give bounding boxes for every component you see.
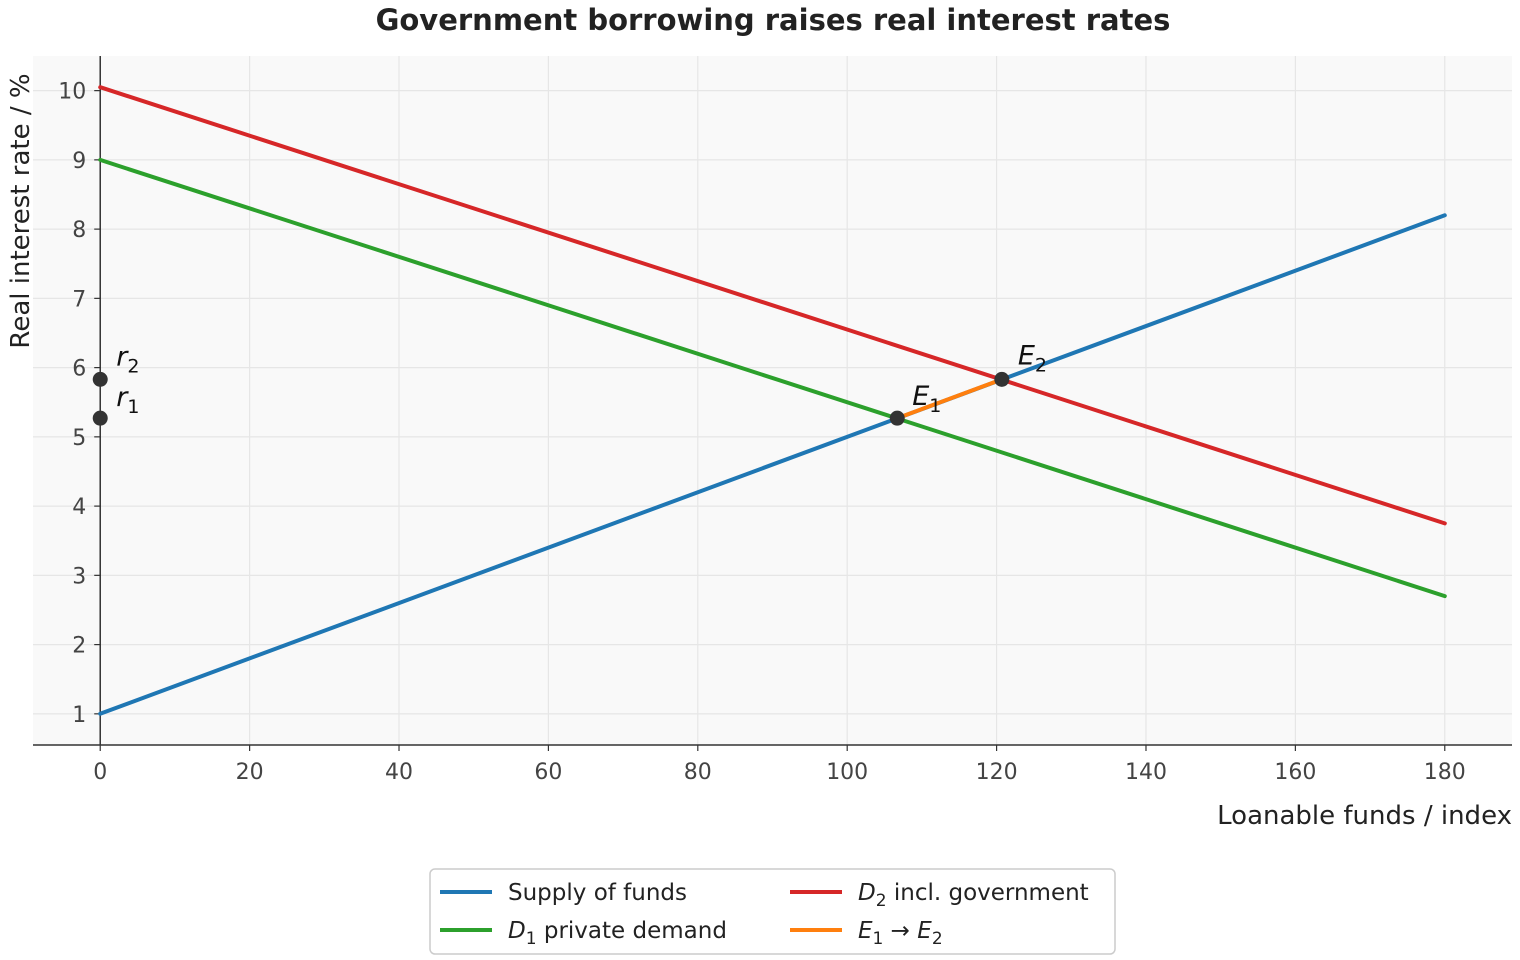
y-tick-label: 4	[72, 495, 86, 520]
axes	[33, 56, 1512, 746]
y-axis-ticks: 1 2 3 4 5 6 7 8 9 10	[58, 80, 101, 728]
y-tick-label: 10	[58, 80, 86, 105]
legend: Supply of funds D1 private demand D2 incl.…	[429, 868, 1116, 955]
legend-label-supply: Supply of funds	[508, 880, 687, 906]
x-tick-label: 0	[93, 760, 107, 785]
annotation-r2: r2	[116, 341, 139, 377]
y-tick-label: 1	[72, 703, 86, 728]
x-tick-label: 60	[534, 760, 562, 785]
x-tick-label: 140	[1125, 760, 1167, 785]
series-lines	[98, 85, 1447, 716]
x-tick-label: 100	[826, 760, 868, 785]
annotation-E2: E2	[1018, 340, 1047, 376]
series-line-d2	[98, 85, 1447, 526]
x-axis-label: Loanable funds / index	[1217, 801, 1512, 831]
y-tick-label: 5	[72, 426, 86, 451]
series-line-d1	[98, 157, 1447, 599]
equilibrium-markers	[92, 371, 1010, 426]
x-tick-label: 80	[684, 760, 712, 785]
y-tick-label: 3	[72, 564, 86, 589]
marker-r2	[92, 371, 108, 387]
legend-label-d2: D2 incl. government	[858, 880, 1089, 911]
legend-box	[429, 868, 1116, 955]
plot-area	[33, 56, 1512, 745]
y-tick-label: 9	[72, 149, 86, 174]
x-tick-label: 40	[385, 760, 413, 785]
marker-r1	[92, 410, 108, 426]
point-annotations: E1 E2 r1 r2	[116, 340, 1047, 418]
marker-E1	[889, 410, 905, 426]
annotation-r1: r1	[116, 382, 139, 418]
y-tick-label: 6	[72, 357, 86, 382]
legend-label-d1: D1 private demand	[508, 918, 727, 949]
marker-E2	[994, 371, 1010, 387]
y-tick-label: 8	[72, 218, 86, 243]
x-tick-label: 120	[976, 760, 1018, 785]
x-axis-ticks: 0 20 40 60 80 100 120 140 160 180	[93, 745, 1466, 785]
series-line-supply	[98, 213, 1447, 716]
y-tick-label: 7	[72, 287, 86, 312]
x-tick-label: 180	[1424, 760, 1466, 785]
chart-title: Government borrowing raises real interes…	[376, 3, 1171, 37]
x-tick-label: 20	[236, 760, 264, 785]
series-line-shift	[895, 377, 1004, 421]
annotation-E1: E1	[912, 381, 941, 417]
y-tick-label: 2	[72, 634, 86, 659]
grid	[33, 56, 1512, 745]
x-tick-label: 160	[1274, 760, 1316, 785]
legend-label-shift: E1 → E2	[858, 918, 943, 949]
y-axis-label: Real interest rate / %	[6, 73, 36, 348]
